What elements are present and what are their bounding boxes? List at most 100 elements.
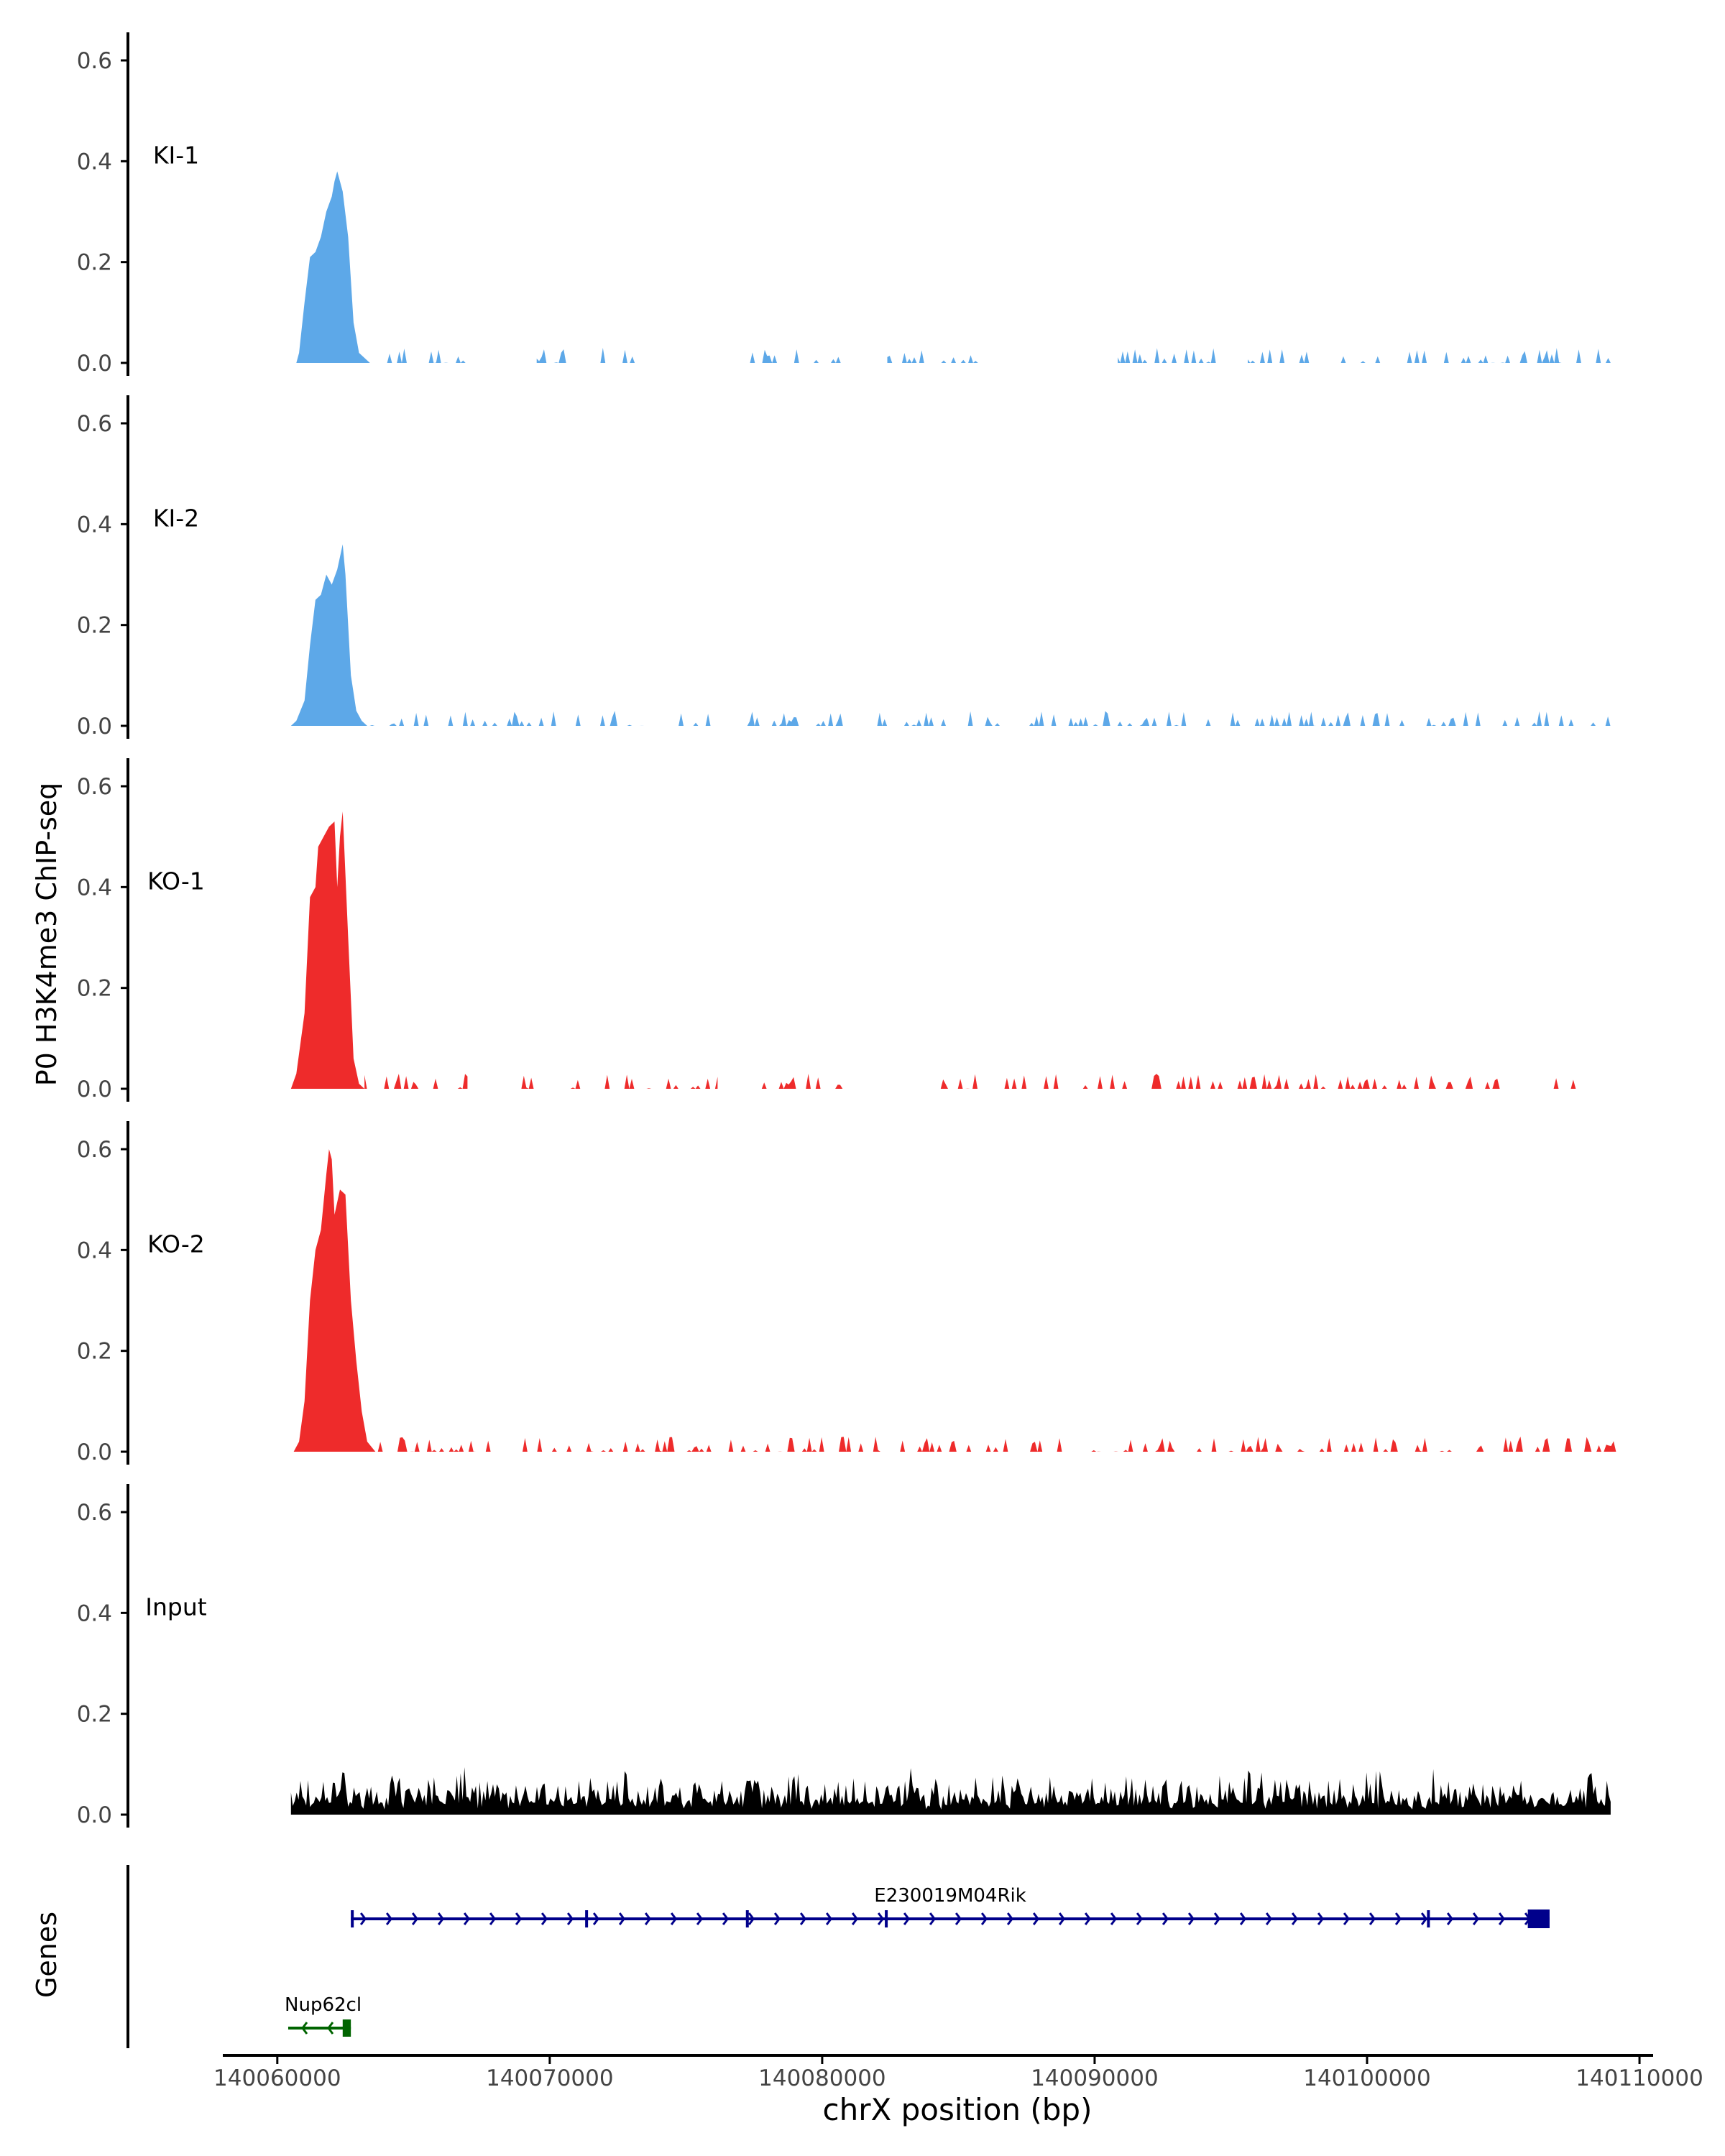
x-axis: 140060000 140070000 140080000 140090000 1401… xyxy=(213,2054,1703,2091)
y-tick-label: 0.2 xyxy=(77,1702,112,1728)
strand-chevron xyxy=(437,1912,445,1925)
strand-chevron xyxy=(748,1912,755,1925)
gene-name-label: E230019M04Rik xyxy=(874,1885,1026,1907)
strand-chevron xyxy=(540,1912,548,1925)
strand-chevron xyxy=(592,1912,600,1925)
strand-chevron xyxy=(1394,1912,1402,1925)
strand-chevron xyxy=(877,1912,885,1925)
y-tick-label: 0.4 xyxy=(77,1238,112,1263)
strand-chevron xyxy=(722,1912,730,1925)
track-panel-input: 0.0 0.2 0.4 0.6 Input xyxy=(77,1484,1611,1828)
strand-chevron xyxy=(1032,1912,1040,1925)
track-panel-ki-2: 0.0 0.2 0.4 0.6 KI-2 xyxy=(77,395,1618,740)
strand-chevron xyxy=(359,1912,367,1925)
y-tick-label: 0.6 xyxy=(77,48,112,74)
strand-chevron xyxy=(327,2022,334,2035)
y-tick-label: 0.6 xyxy=(77,1137,112,1163)
y-axis-title: P0 H3K4me3 ChIP-seq xyxy=(31,783,63,1087)
strand-chevron xyxy=(696,1912,704,1925)
genes-group: E230019M04Rik Nup62cl xyxy=(126,1865,1550,2048)
y-tick-label: 0.0 xyxy=(77,1802,112,1828)
y-tick-label: 0.0 xyxy=(77,1077,112,1102)
x-tick-label: 140110000 xyxy=(1576,2065,1703,2091)
y-tick-label: 0.4 xyxy=(77,149,112,175)
strand-chevron xyxy=(1187,1912,1195,1925)
strand-chevron xyxy=(301,2022,308,2035)
y-tick-label: 0.2 xyxy=(77,976,112,1002)
strand-chevron xyxy=(1472,1912,1480,1925)
gene-exon xyxy=(351,1910,354,1927)
strand-chevron xyxy=(463,1912,471,1925)
strand-chevron xyxy=(1213,1912,1221,1925)
x-tick-label: 140090000 xyxy=(1031,2065,1159,2091)
gene-exon xyxy=(1427,1910,1430,1927)
strand-chevron xyxy=(1343,1912,1351,1925)
gene-nup62cl: Nup62cl xyxy=(285,1994,362,2037)
genes-track-label: Genes xyxy=(31,1912,63,1998)
signal-area-ko-1 xyxy=(290,811,1618,1089)
track-panel-ki-1: 0.0 0.2 0.4 0.6 KI-1 xyxy=(77,32,1611,377)
strand-chevron xyxy=(825,1912,833,1925)
strand-chevron xyxy=(411,1912,419,1925)
y-tick-label: 0.2 xyxy=(77,1339,112,1365)
strand-chevron xyxy=(1110,1912,1118,1925)
gene-exon xyxy=(1527,1909,1550,1928)
y-tick-label: 0.4 xyxy=(77,512,112,538)
y-tick-label: 0.0 xyxy=(77,351,112,377)
strand-chevron xyxy=(618,1912,626,1925)
strand-chevron xyxy=(1446,1912,1454,1925)
track-label: KO-1 xyxy=(147,867,205,895)
strand-chevron xyxy=(799,1912,807,1925)
strand-chevron xyxy=(980,1912,988,1925)
signal-area-ki-1 xyxy=(296,171,1611,363)
track-label: KI-1 xyxy=(153,142,199,170)
x-tick-label: 140080000 xyxy=(758,2065,886,2091)
strand-chevron xyxy=(1498,1912,1506,1925)
y-tick-label: 0.6 xyxy=(77,411,112,437)
strand-chevron xyxy=(954,1912,962,1925)
gene-exon xyxy=(342,2019,351,2037)
track-label: KI-2 xyxy=(153,505,199,533)
track-label: KO-2 xyxy=(147,1230,205,1258)
strand-chevron xyxy=(1420,1912,1428,1925)
strand-chevron xyxy=(1317,1912,1325,1925)
y-tick-label: 0.0 xyxy=(77,1439,112,1465)
gene-exon xyxy=(585,1910,589,1927)
y-tick-label: 0.6 xyxy=(77,774,112,800)
signal-area-ki-2 xyxy=(290,544,1618,726)
track-label: Input xyxy=(145,1593,207,1621)
strand-chevron xyxy=(1136,1912,1144,1925)
y-tick-label: 0.4 xyxy=(77,875,112,900)
x-tick-label: 140060000 xyxy=(213,2065,341,2091)
strand-chevron xyxy=(644,1912,652,1925)
strand-chevron xyxy=(515,1912,523,1925)
strand-chevron xyxy=(1368,1912,1376,1925)
tracks-group: 0.00.20.40.6KI-10.00.20.40.6KI-20.00.20.… xyxy=(77,32,1618,1828)
gene-exon xyxy=(745,1910,749,1927)
y-tick-label: 0.6 xyxy=(77,1500,112,1526)
y-tick-label: 0.2 xyxy=(77,613,112,639)
strand-chevron xyxy=(1058,1912,1066,1925)
strand-chevron xyxy=(773,1912,781,1925)
x-tick-label: 140100000 xyxy=(1303,2065,1431,2091)
track-panel-ko-1: 0.0 0.2 0.4 0.6 KO-1 xyxy=(77,758,1618,1102)
y-tick-label: 0.0 xyxy=(77,714,112,740)
strand-chevron xyxy=(929,1912,937,1925)
strand-chevron xyxy=(851,1912,859,1925)
gene-exon xyxy=(885,1910,888,1927)
strand-chevron xyxy=(566,1912,574,1925)
x-tick-label: 140070000 xyxy=(486,2065,614,2091)
strand-chevron xyxy=(1291,1912,1299,1925)
gene-name-label: Nup62cl xyxy=(285,1994,362,2016)
strand-chevron xyxy=(670,1912,678,1925)
strand-chevron xyxy=(1162,1912,1169,1925)
strand-chevron xyxy=(489,1912,497,1925)
strand-chevron xyxy=(1239,1912,1247,1925)
y-tick-label: 0.2 xyxy=(77,250,112,276)
signal-area-ko-2 xyxy=(293,1149,1616,1452)
strand-chevron xyxy=(1265,1912,1273,1925)
gene-e230019m04rik: E230019M04Rik xyxy=(351,1885,1550,1928)
strand-chevron xyxy=(1006,1912,1014,1925)
y-tick-label: 0.4 xyxy=(77,1600,112,1626)
